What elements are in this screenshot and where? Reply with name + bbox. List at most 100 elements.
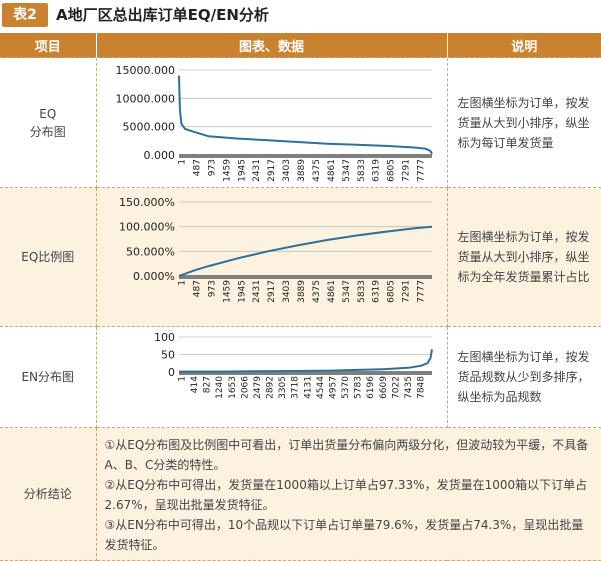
- x-tick-label: 3403: [282, 280, 292, 303]
- x-tick-label: 5783: [353, 376, 363, 399]
- row-label-line: 分析结论: [23, 487, 72, 501]
- x-tick-label: 414: [190, 376, 200, 393]
- table-header-row: 项目 图表、数据 说明: [0, 33, 601, 58]
- x-tick-label: 487: [192, 280, 202, 297]
- x-tick-label: 6609: [378, 376, 388, 399]
- row-label-line: EQ比例图: [21, 250, 75, 264]
- y-tick-label: 0: [168, 366, 175, 379]
- x-tick-label: 1653: [227, 376, 237, 399]
- row-label: EN分布图: [0, 326, 97, 428]
- en-distribution-chart: 100 50 0 1 414 827 1240 1653 2066 2479 2892 3305 371…: [154, 331, 433, 399]
- y-tick-label: 50.000%: [126, 245, 175, 258]
- chart-cell: 15000.000 10000.000 5000.000 0.000 1 487 973 14…: [96, 57, 448, 188]
- x-tick-label: 3718: [290, 376, 300, 399]
- series-line: [178, 349, 433, 373]
- x-tick-label: 4131: [303, 376, 313, 399]
- x-tick-label: 6196: [366, 376, 376, 399]
- x-tick-label: 4957: [328, 376, 338, 399]
- x-tick-label: 1: [177, 159, 187, 165]
- x-tick-label: 7291: [401, 280, 411, 303]
- y-tick-label: 150.000%: [119, 196, 175, 209]
- y-tick-label: 100: [154, 331, 175, 344]
- table-row: EQ比例图 150.000% 100.000% 50.000% 0.000% 1 487 9…: [0, 187, 601, 327]
- table-row: EQ 分布图 15000.000 10000.000 5000.000 0.000 1 4…: [0, 57, 601, 188]
- y-tick-label: 15000.000: [115, 64, 175, 77]
- row-label: EQ比例图: [0, 187, 97, 327]
- x-tick-label: 6319: [371, 159, 381, 182]
- x-tick-label: 3403: [282, 159, 292, 182]
- x-tick-label: 1: [177, 280, 187, 286]
- row-label-line: EN分布图: [21, 370, 75, 384]
- y-tick-label: 0.000%: [133, 270, 175, 283]
- x-tick-label: 4544: [315, 376, 325, 399]
- x-tick-label: 6805: [386, 280, 396, 303]
- row-description: 左图横坐标为订单，按发货量从大到小排序，纵坐标为每订单发货量: [447, 57, 601, 188]
- x-tick-label: 4861: [326, 280, 336, 303]
- x-tick-label: 2479: [252, 376, 262, 399]
- x-tick-label: 487: [192, 159, 202, 176]
- row-description: 左图横坐标为订单，按发货量从大到小排序，纵坐标为全年发货量累计占比: [447, 187, 601, 327]
- row-label: EQ 分布图: [0, 57, 97, 188]
- page-title: A地厂区总出库订单EQ/EN分析: [56, 6, 269, 24]
- conclusion-cell: ①从EQ分布图及比例图中可看出，订单出货量分布偏向两级分化，但波动较为平缓，不具…: [96, 427, 601, 561]
- x-tick-label: 1945: [237, 159, 247, 182]
- x-tick-label: 973: [207, 280, 217, 297]
- x-tick-label: 3305: [278, 376, 288, 399]
- x-tick-label: 1945: [237, 280, 247, 303]
- x-tick-label: 7777: [416, 280, 426, 303]
- table-tag: 表2: [2, 3, 48, 27]
- x-tick-label: 6805: [386, 159, 396, 182]
- x-tick-label: 1240: [215, 376, 225, 399]
- x-tick-label: 973: [207, 159, 217, 176]
- y-tick-label: 10000.000: [115, 92, 175, 105]
- series-line: [177, 75, 433, 155]
- x-tick-label: 5370: [341, 376, 351, 399]
- x-axis: [178, 275, 432, 279]
- row-label-line: 分布图: [29, 124, 66, 139]
- x-tick-label: 1: [177, 376, 187, 382]
- x-tick-label: 3889: [297, 280, 307, 303]
- column-header-chart: 图表、数据: [96, 33, 448, 58]
- eq-ratio-chart: 150.000% 100.000% 50.000% 0.000% 1 487 973 1459…: [119, 196, 432, 303]
- x-tick-label: 2431: [252, 159, 262, 182]
- x-tick-label: 1459: [222, 280, 232, 303]
- conclusion-item: ②从EQ分布中可得出，发货量在1000箱以上订单占97.33%，发货量在1000…: [104, 478, 588, 512]
- row-label-line: EQ: [39, 106, 57, 121]
- x-axis: [178, 371, 432, 375]
- x-tick-label: 5347: [341, 280, 351, 303]
- x-tick-label: 5833: [356, 159, 366, 182]
- x-tick-label: 7022: [391, 376, 401, 399]
- x-tick-label: 2917: [267, 280, 277, 303]
- x-tick-label: 1459: [222, 159, 232, 182]
- table-row: EN分布图 100 50 0 1 414 827 1240 1653 2066 2479 2892 3…: [0, 326, 601, 428]
- column-header-item: 项目: [0, 33, 97, 58]
- analysis-table: 项目 图表、数据 说明 EQ 分布图 15000.000 10000.000 500…: [0, 33, 601, 561]
- y-tick-label: 5000.000: [122, 121, 175, 134]
- x-tick-label: 7848: [416, 376, 426, 399]
- row-label: 分析结论: [0, 427, 97, 561]
- x-tick-label: 7777: [416, 159, 426, 182]
- chart-cell: 150.000% 100.000% 50.000% 0.000% 1 487 973 1459…: [96, 187, 448, 327]
- y-tick-label: 0.000: [143, 149, 175, 162]
- x-tick-label: 4375: [311, 280, 321, 303]
- x-tick-label: 2917: [267, 159, 277, 182]
- chart-cell: 100 50 0 1 414 827 1240 1653 2066 2479 2892 3305 371…: [96, 326, 448, 428]
- series-line: [178, 225, 432, 277]
- x-tick-label: 5347: [341, 159, 351, 182]
- x-tick-label: 4375: [311, 159, 321, 182]
- x-tick-label: 2066: [240, 376, 250, 399]
- x-tick-label: 3889: [297, 159, 307, 182]
- conclusion-item: ③从EN分布中可得出，10个品规以下订单占订单量79.6%，发货量占74.3%，…: [104, 518, 584, 552]
- y-tick-label: 50: [161, 349, 175, 362]
- x-tick-label: 5833: [356, 280, 366, 303]
- conclusion-item: ①从EQ分布图及比例图中可看出，订单出货量分布偏向两级分化，但波动较为平缓，不具…: [104, 438, 589, 472]
- y-tick-label: 100.000%: [119, 221, 175, 234]
- row-description: 左图横坐标为订单，按发货品规数从少到多排序，纵坐标为品规数: [447, 326, 601, 428]
- x-tick-label: 7291: [401, 159, 411, 182]
- x-tick-label: 827: [202, 376, 212, 393]
- x-tick-label: 2431: [252, 280, 262, 303]
- x-axis: [178, 154, 432, 158]
- x-tick-label: 2892: [265, 376, 275, 399]
- x-tick-label: 7435: [403, 376, 413, 399]
- column-header-note: 说明: [447, 33, 601, 58]
